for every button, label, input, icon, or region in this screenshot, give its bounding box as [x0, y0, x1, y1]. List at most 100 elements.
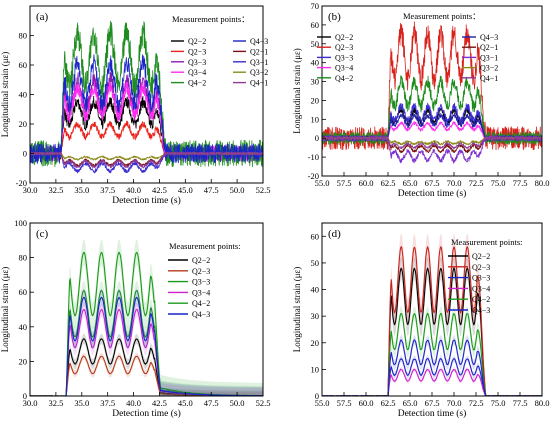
- legend-title: Measurement points：: [403, 11, 481, 21]
- x-tick-label: 75.0: [491, 398, 506, 408]
- legend-label: Q4−3: [480, 33, 498, 42]
- legend-label: Q2−1: [250, 47, 268, 56]
- x-tick-label: 57.5: [337, 178, 352, 188]
- legend-item-Q2−3: Q2−3: [317, 43, 353, 52]
- legend-label: Q2−3: [472, 263, 490, 272]
- legend-label: Q4−2: [472, 295, 490, 304]
- x-tick-label: 75.0: [491, 178, 506, 188]
- x-tick-label: 30.0: [23, 398, 38, 408]
- y-tick-label: 50: [311, 258, 320, 268]
- legend-item-Q3−4: Q3−4: [448, 284, 490, 293]
- legend-item-Q2−2: Q2−2: [168, 256, 210, 265]
- legend-label: Q4−1: [480, 74, 498, 83]
- x-axis-label: Detection time (s): [112, 195, 181, 206]
- legend-item-Q4−1: Q4−1: [233, 79, 268, 88]
- y-tick-label: 40: [19, 322, 28, 332]
- x-tick-label: 45.0: [178, 185, 193, 195]
- y-tick-label: 30: [311, 77, 320, 87]
- legend: Measurement points: Q2−2 Q2−3 Q3−3Q3−4 Q4−2 Q…: [448, 237, 523, 315]
- legend-item-Q2−3: Q2−3: [171, 47, 206, 56]
- y-tick-label: 60: [311, 231, 320, 241]
- x-axis-label: Detection time (s): [112, 408, 181, 419]
- x-axis: 55.0 57.5 60.0 62.5 65.0 67.5 70.0 72.5 75.0 77.5…: [315, 392, 549, 419]
- legend-item-Q2−2: Q2−2: [171, 37, 206, 46]
- x-tick-label: 50.0: [230, 398, 245, 408]
- legend-label: Q2−2: [335, 33, 353, 42]
- legend-label: Q3−3: [188, 58, 206, 67]
- legend-item-Q3−3: Q3−3: [168, 278, 210, 287]
- series-line-Q2−3: [322, 246, 542, 396]
- series-line-Q3−4: [322, 368, 542, 396]
- x-tick-label: 70.0: [447, 398, 462, 408]
- legend-item-Q4−3: Q4−3: [448, 306, 490, 315]
- x-tick-label: 42.5: [152, 398, 167, 408]
- x-tick-label: 55.0: [315, 178, 330, 188]
- legend-item-Q4−3: Q4−3: [233, 37, 268, 46]
- legend-label: Q3−2: [250, 68, 268, 77]
- legend-item-Q2−2: Q2−2: [448, 252, 490, 261]
- legend-item-Q3−3: Q3−3: [317, 53, 353, 62]
- y-tick-label: 20: [311, 338, 320, 348]
- y-tick-label: 0: [23, 391, 27, 401]
- legend-item-Q4−2: Q4−2: [317, 74, 353, 83]
- legend-label: Q2−3: [188, 47, 206, 56]
- series-line-Q3−1: [30, 151, 263, 174]
- band-Q4−2: [30, 239, 263, 396]
- legend: Measurement points：Q2−2Q2−3Q3−3Q3−4Q4−2Q…: [171, 14, 268, 88]
- x-tick-label: 50.0: [230, 185, 245, 195]
- series-line-Q4−3: [30, 54, 263, 164]
- y-tick-label: 100: [14, 218, 27, 228]
- legend-label: Q3−4: [472, 284, 490, 293]
- x-axis: 30.0 32.5 35.0 37.5 40.0 42.5 45.0 47.5 50.0 52.5…: [23, 392, 270, 419]
- x-tick-label: 32.5: [48, 398, 63, 408]
- panel-4: 55.0 57.5 60.0 62.5 65.0 67.5 70.0 72.5 75.0 77.5…: [292, 222, 549, 419]
- x-tick-label: 40.0: [126, 185, 141, 195]
- legend-title: Measurement points:: [451, 237, 523, 247]
- x-tick-label: 67.5: [425, 178, 440, 188]
- y-tick-label: 40: [311, 58, 320, 68]
- legend-item-Q4−2: Q4−2: [448, 295, 490, 304]
- legend-label: Q2−2: [192, 256, 210, 265]
- series-line-Q3−1: [322, 135, 542, 164]
- y-tick-label: 30: [311, 311, 320, 321]
- y-axis-label: Longitudinal strain (με): [0, 267, 10, 353]
- legend-label: Q3−4: [188, 68, 206, 77]
- legend-item-Q4−1: Q4−1: [462, 74, 498, 83]
- y-tick-label: 80: [19, 253, 28, 263]
- legend-item-Q3−1: Q3−1: [233, 58, 268, 67]
- x-tick-label: 45.0: [178, 398, 193, 408]
- x-tick-label: 57.5: [337, 398, 352, 408]
- x-axis: 30.0 32.5 35.0 37.5 40.0 42.5 45.0 47.5 50.0 52.5…: [23, 179, 270, 206]
- legend-label: Q4−2: [188, 79, 206, 88]
- legend-label: Q2−3: [335, 43, 353, 52]
- legend-label: Q2−2: [188, 37, 206, 46]
- x-tick-label: 37.5: [100, 398, 115, 408]
- legend: Measurement points: Q2−2 Q2−3 Q3−3Q3−4 Q4−2 Q…: [168, 241, 241, 319]
- legend-label: Q3−3: [335, 53, 353, 62]
- y-tick-label: -20: [308, 171, 319, 181]
- y-tick-label: 20: [19, 356, 28, 366]
- legend-label: Q4−2: [335, 74, 353, 83]
- legend-item-Q2−1: Q2−1: [233, 47, 268, 56]
- y-tick-label: 40: [311, 285, 320, 295]
- legend-item-Q3−2: Q3−2: [462, 64, 498, 73]
- x-axis: 55.0 57.5 60.0 62.5 65.0 67.5 70.0 72.5 75.0 77.5…: [315, 172, 549, 199]
- legend-item-Q3−3: Q3−3: [448, 274, 490, 283]
- y-tick-label: 20: [311, 95, 320, 105]
- legend-label: Q4−2: [192, 299, 210, 308]
- x-tick-label: 62.5: [381, 398, 396, 408]
- x-tick-label: 35.0: [74, 185, 89, 195]
- x-tick-label: 60.0: [359, 398, 374, 408]
- legend-item-Q3−3: Q3−3: [171, 58, 206, 67]
- y-tick-label: 70: [311, 1, 320, 11]
- series-line-Q4−3: [322, 112, 542, 142]
- x-axis-label: Detection time (s): [398, 408, 467, 419]
- plot-area: [322, 233, 542, 396]
- y-tick-label: 60: [311, 20, 320, 30]
- y-axis: -20 -10 0 10 20 30 40 50 60 70 Longitudinal strain…: [292, 1, 326, 181]
- y-axis: 0 20 40 60 80 100 Longitudinal strain (με): [0, 218, 34, 401]
- panel-label: (b): [328, 11, 341, 23]
- legend: Measurement points：Q2−2Q2−3Q3−3Q3−4Q4−2Q…: [317, 11, 498, 83]
- y-tick-label: 0: [315, 133, 319, 143]
